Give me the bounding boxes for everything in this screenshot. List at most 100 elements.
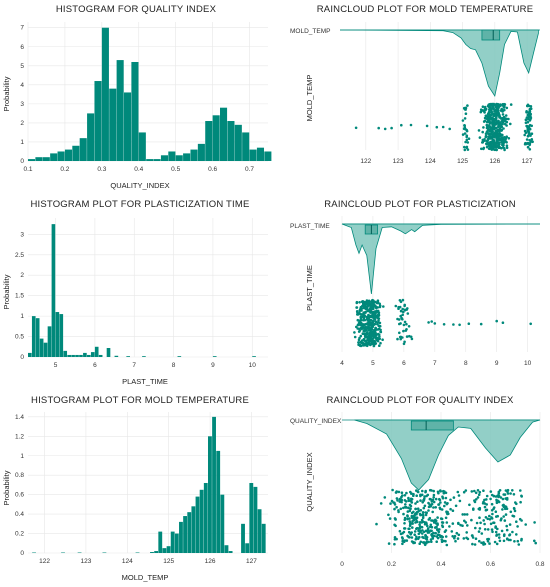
data-point xyxy=(416,490,420,494)
x-axis-label-plast: PLAST_TIME xyxy=(122,377,168,386)
data-point xyxy=(489,490,493,493)
y-tick-label: 0 xyxy=(20,158,24,165)
data-point xyxy=(391,488,394,492)
data-point xyxy=(374,320,378,324)
data-point-outlier xyxy=(409,123,413,127)
data-point xyxy=(529,134,532,137)
histogram-bar xyxy=(227,121,235,161)
data-point xyxy=(484,134,488,138)
histogram-bar xyxy=(64,149,73,161)
histogram-bar xyxy=(168,151,176,161)
data-point xyxy=(503,138,507,141)
data-point xyxy=(372,344,376,347)
data-point-outlier xyxy=(427,321,430,324)
data-point xyxy=(405,328,408,331)
category-label-quality: QUALITY_INDEX xyxy=(290,418,342,425)
data-point xyxy=(405,335,409,338)
data-point xyxy=(353,335,357,339)
data-point xyxy=(413,541,417,544)
histogram-bar xyxy=(257,509,262,553)
data-point xyxy=(393,507,396,511)
data-point xyxy=(399,335,403,339)
data-point xyxy=(525,124,528,128)
data-point xyxy=(504,513,508,516)
histogram-bar xyxy=(57,151,65,161)
category-label-mold: MOLD_TEMP xyxy=(290,28,330,35)
data-point xyxy=(529,118,532,121)
data-point xyxy=(426,527,430,530)
data-point xyxy=(489,497,492,501)
data-point xyxy=(511,530,514,534)
histogram-bar xyxy=(242,132,250,161)
x-tick-label: 0.6 xyxy=(486,561,495,568)
data-point xyxy=(449,498,452,502)
data-point xyxy=(374,335,377,339)
y-tick-label: 6 xyxy=(20,44,24,51)
data-point xyxy=(373,322,377,326)
data-point xyxy=(421,516,425,520)
histogram-bar xyxy=(51,224,56,357)
data-point xyxy=(378,335,381,338)
data-point xyxy=(431,519,435,522)
data-point xyxy=(370,310,374,314)
data-point xyxy=(369,337,373,341)
data-point xyxy=(526,103,530,107)
histogram-bar xyxy=(87,113,95,161)
data-point xyxy=(407,325,411,328)
data-point xyxy=(498,115,502,119)
data-point xyxy=(416,507,420,511)
y-tick-label: 0.4 xyxy=(15,511,24,518)
data-point xyxy=(479,110,483,114)
data-point xyxy=(462,537,466,540)
data-point xyxy=(506,492,510,495)
histogram-bar xyxy=(43,342,48,357)
data-point xyxy=(421,529,424,532)
data-point xyxy=(513,540,516,543)
data-point xyxy=(393,517,397,520)
data-point xyxy=(368,300,371,304)
data-point xyxy=(415,535,418,539)
data-point xyxy=(490,130,493,134)
data-point xyxy=(372,340,376,344)
data-point xyxy=(375,301,379,305)
data-point xyxy=(496,527,499,531)
data-point xyxy=(362,311,366,315)
data-point xyxy=(502,493,506,496)
x-tick-label: 0.3 xyxy=(97,166,106,173)
data-point xyxy=(470,490,474,493)
data-point xyxy=(421,501,425,504)
data-point xyxy=(496,145,500,148)
data-point xyxy=(487,113,491,117)
data-point xyxy=(438,528,441,531)
data-point xyxy=(450,530,454,533)
x-tick-label: 0.7 xyxy=(245,166,254,173)
data-point xyxy=(356,327,360,330)
data-point xyxy=(478,539,481,543)
data-point xyxy=(497,533,501,536)
data-point xyxy=(493,143,497,147)
histogram-bar xyxy=(138,132,146,161)
x-tick-label: 0 xyxy=(340,561,344,568)
box xyxy=(481,29,501,41)
data-point xyxy=(482,543,485,546)
data-point xyxy=(416,537,420,541)
data-point xyxy=(505,120,509,124)
data-point xyxy=(467,137,471,140)
data-point xyxy=(513,509,517,513)
data-point xyxy=(436,516,439,519)
data-point xyxy=(490,493,494,497)
data-point xyxy=(502,539,506,543)
data-point xyxy=(482,489,485,493)
data-point xyxy=(478,516,481,519)
data-point xyxy=(406,515,409,518)
data-point xyxy=(433,534,436,538)
data-point xyxy=(411,526,414,529)
data-point xyxy=(367,337,370,341)
data-point-outlier xyxy=(452,323,455,326)
data-point xyxy=(430,540,433,543)
data-point xyxy=(425,541,428,545)
data-point xyxy=(362,318,365,322)
data-point xyxy=(494,510,498,513)
data-point xyxy=(360,313,364,316)
data-point xyxy=(374,306,378,310)
